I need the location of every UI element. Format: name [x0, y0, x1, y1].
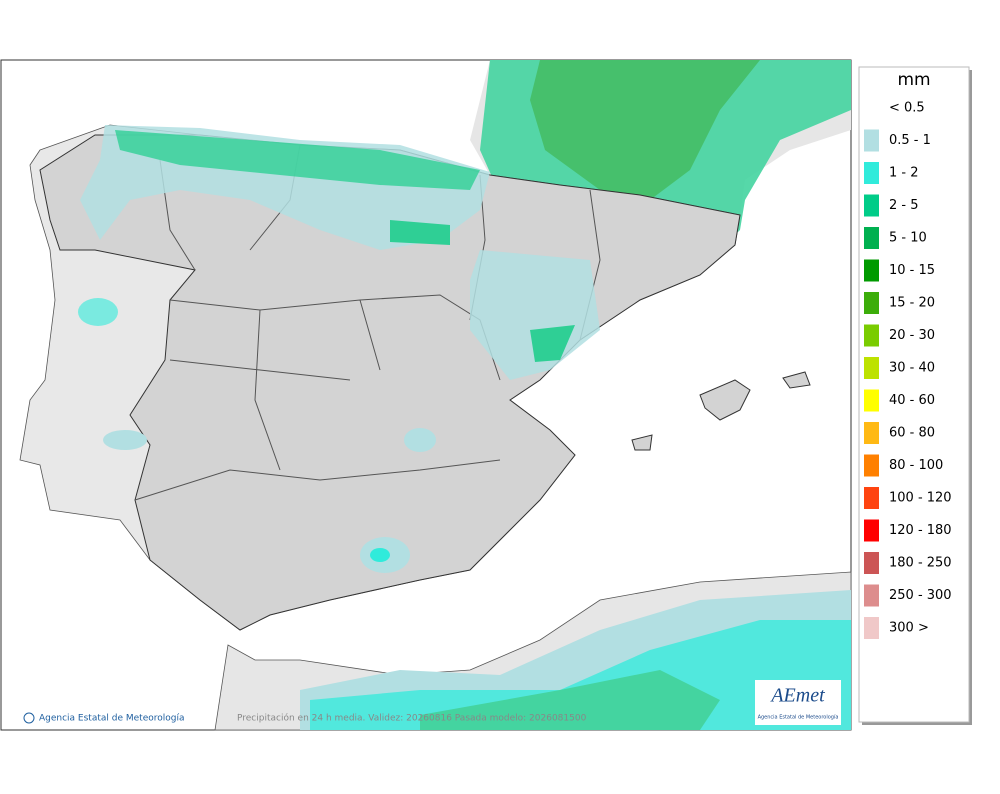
legend-label: 80 - 100 — [889, 458, 943, 473]
legend-swatch — [864, 292, 879, 314]
island — [782, 371, 811, 389]
precip-area — [420, 670, 720, 730]
legend-label: 20 - 30 — [889, 328, 935, 343]
legend-swatch — [864, 389, 879, 412]
legend-swatch — [864, 617, 879, 639]
legend-label: 100 - 120 — [889, 491, 952, 506]
precip-area — [115, 130, 480, 190]
legend-title: mm — [897, 70, 930, 90]
precip-area — [404, 428, 436, 452]
logo-subtitle: Agencia Estatal de Meteorología — [758, 714, 839, 721]
island — [631, 434, 653, 451]
precip-area — [470, 250, 600, 380]
legend-label: 5 - 10 — [889, 231, 927, 246]
legend-swatch — [864, 519, 879, 542]
legend-label: 30 - 40 — [889, 361, 935, 376]
legend: mm < 0.5 0.5 - 1 1 - 2 2 - 5 5 - 10 10 - 15 15… — [858, 66, 972, 725]
legend-swatch — [864, 97, 879, 119]
legend-swatch — [864, 584, 879, 607]
legend-label: 0.5 - 1 — [889, 133, 931, 148]
copyright-icon — [23, 712, 35, 724]
legend-swatch — [864, 454, 879, 477]
legend-swatch — [864, 194, 879, 217]
legend-label: 120 - 180 — [889, 523, 952, 538]
legend-label: 60 - 80 — [889, 426, 935, 441]
legend-swatch — [864, 357, 879, 379]
legend-label: < 0.5 — [889, 101, 925, 116]
legend-swatch — [864, 227, 879, 249]
precip-area — [78, 298, 118, 326]
agency-credit: Agencia Estatal de Meteorología — [39, 714, 185, 724]
logo: AEmet — [769, 685, 825, 707]
legend-label: 300 > — [889, 621, 929, 636]
logo-box — [755, 680, 841, 725]
map: Agencia Estatal de Meteorología Precipit… — [0, 59, 852, 731]
legend-swatch — [864, 162, 879, 184]
legend-label: 40 - 60 — [889, 393, 935, 408]
precip-area — [530, 60, 760, 200]
precip-area — [370, 548, 390, 562]
precip-area — [390, 220, 450, 245]
precip-area — [530, 325, 575, 362]
legend-label: 250 - 300 — [889, 588, 952, 603]
caption: Precipitación en 24 h media. Validez: 20… — [237, 713, 587, 724]
legend-swatch — [864, 487, 879, 509]
precip-area — [103, 430, 147, 450]
legend-swatch — [864, 129, 879, 152]
legend-label: 2 - 5 — [889, 198, 919, 213]
island — [699, 379, 751, 421]
legend-swatch — [864, 259, 879, 282]
legend-swatch — [864, 324, 879, 347]
legend-label: 15 - 20 — [889, 296, 935, 311]
legend-label: 10 - 15 — [889, 263, 935, 278]
legend-swatch — [864, 422, 879, 444]
legend-label: 1 - 2 — [889, 166, 919, 181]
legend-swatch — [864, 552, 879, 574]
legend-label: 180 - 250 — [889, 556, 952, 571]
